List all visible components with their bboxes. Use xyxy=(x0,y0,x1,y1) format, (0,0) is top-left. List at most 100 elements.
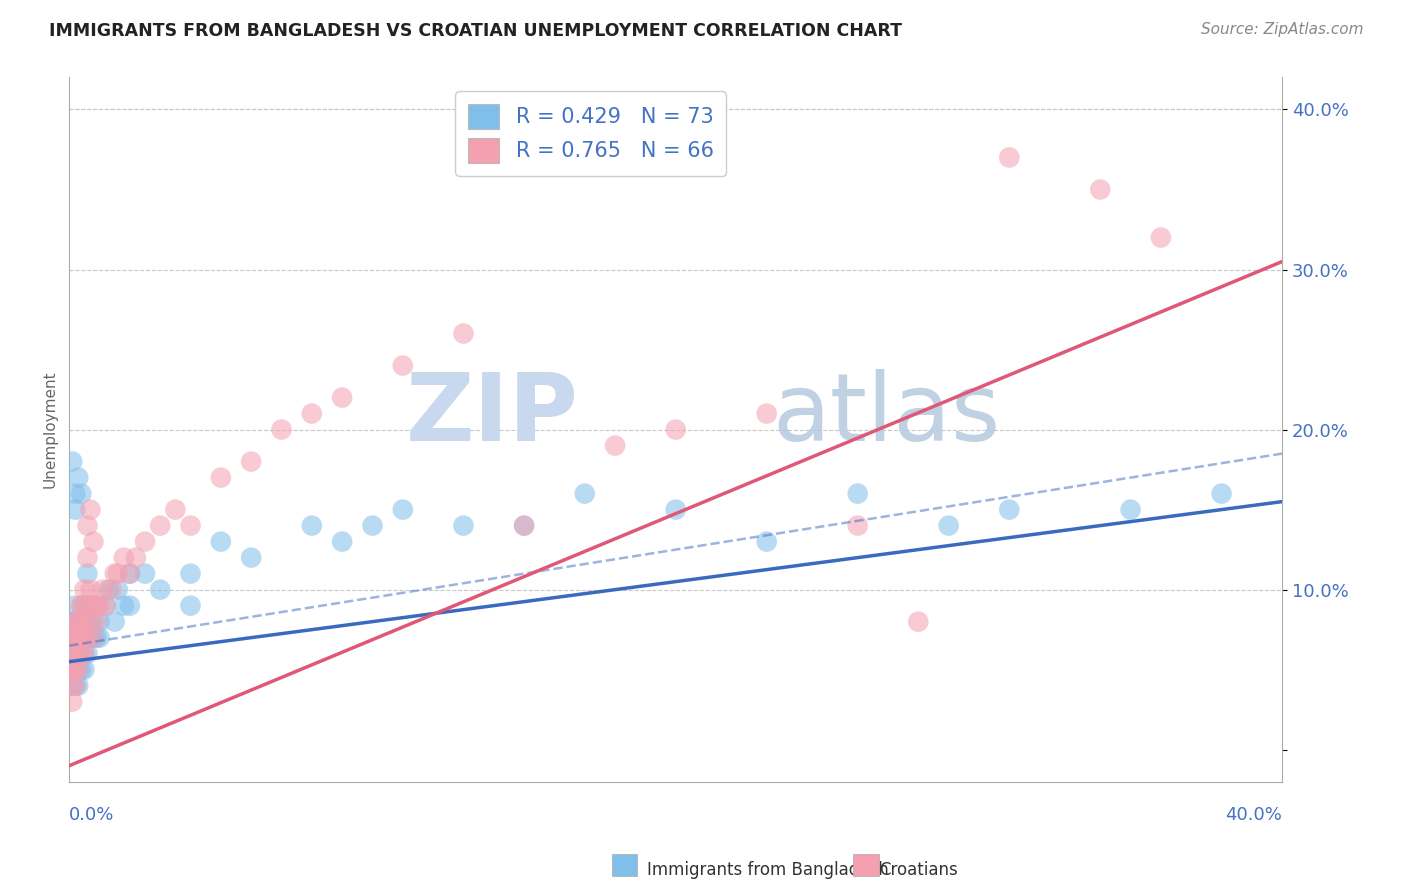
Point xyxy=(60,647,83,661)
Point xyxy=(94,599,117,613)
Point xyxy=(453,518,475,533)
Point xyxy=(107,566,129,581)
Point xyxy=(125,550,148,565)
Point xyxy=(73,647,96,661)
Legend: R = 0.429   N = 73, R = 0.765   N = 66: R = 0.429 N = 73, R = 0.765 N = 66 xyxy=(456,91,727,176)
Text: Source: ZipAtlas.com: Source: ZipAtlas.com xyxy=(1201,22,1364,37)
Point xyxy=(361,518,384,533)
Point xyxy=(70,631,93,645)
Point xyxy=(67,647,90,661)
Point xyxy=(65,631,87,645)
Point xyxy=(240,550,263,565)
Point xyxy=(76,566,98,581)
Point xyxy=(60,631,83,645)
Point xyxy=(86,615,108,629)
Point xyxy=(118,566,141,581)
Point xyxy=(82,615,104,629)
Point xyxy=(70,647,93,661)
Point xyxy=(180,518,202,533)
Point xyxy=(70,599,93,613)
Point xyxy=(82,599,104,613)
Point xyxy=(755,534,778,549)
Point xyxy=(67,470,90,484)
Point xyxy=(149,582,172,597)
Point xyxy=(67,631,90,645)
Point xyxy=(846,486,869,500)
Point xyxy=(97,582,120,597)
Point xyxy=(938,518,960,533)
Point xyxy=(67,615,90,629)
Point xyxy=(107,582,129,597)
Point xyxy=(846,518,869,533)
Point xyxy=(1150,230,1173,244)
Point xyxy=(134,534,156,549)
Point xyxy=(65,679,87,693)
Point xyxy=(67,615,90,629)
Point xyxy=(91,582,114,597)
Point xyxy=(104,566,127,581)
Point xyxy=(513,518,536,533)
Point xyxy=(73,631,96,645)
Text: 40.0%: 40.0% xyxy=(1226,806,1282,824)
Point xyxy=(60,663,83,677)
Point xyxy=(76,615,98,629)
Point xyxy=(89,615,111,629)
Point xyxy=(100,582,122,597)
Point xyxy=(60,647,83,661)
Point xyxy=(65,663,87,677)
Point xyxy=(65,502,87,516)
Point xyxy=(67,631,90,645)
Point xyxy=(79,599,101,613)
Point xyxy=(82,534,104,549)
Point xyxy=(73,663,96,677)
Point xyxy=(79,502,101,516)
Point xyxy=(89,631,111,645)
Point xyxy=(76,550,98,565)
Text: Croatians: Croatians xyxy=(879,861,957,879)
Point xyxy=(665,502,688,516)
Point xyxy=(60,663,83,677)
Point xyxy=(330,534,353,549)
Point xyxy=(70,599,93,613)
Point xyxy=(73,615,96,629)
Point xyxy=(70,647,93,661)
Point xyxy=(73,599,96,613)
Point xyxy=(70,486,93,500)
Point xyxy=(82,631,104,645)
Point xyxy=(73,599,96,613)
Point xyxy=(79,615,101,629)
Point xyxy=(73,647,96,661)
Point xyxy=(65,599,87,613)
Bar xyxy=(612,855,637,876)
Point xyxy=(209,534,232,549)
Point xyxy=(1090,182,1112,196)
Point xyxy=(76,518,98,533)
Point xyxy=(60,695,83,709)
Point xyxy=(73,615,96,629)
Point xyxy=(180,599,202,613)
Point xyxy=(76,631,98,645)
Bar xyxy=(853,855,879,876)
Point xyxy=(65,615,87,629)
Point xyxy=(134,566,156,581)
Point xyxy=(165,502,187,516)
Point xyxy=(330,391,353,405)
Point xyxy=(67,663,90,677)
Point xyxy=(76,631,98,645)
Point xyxy=(65,647,87,661)
Point xyxy=(180,566,202,581)
Point xyxy=(73,631,96,645)
Point xyxy=(82,631,104,645)
Point xyxy=(67,647,90,661)
Point xyxy=(76,599,98,613)
Point xyxy=(603,439,626,453)
Point xyxy=(70,663,93,677)
Text: 0.0%: 0.0% xyxy=(69,806,115,824)
Point xyxy=(65,615,87,629)
Point xyxy=(112,599,135,613)
Point xyxy=(665,423,688,437)
Point xyxy=(79,631,101,645)
Point xyxy=(67,679,90,693)
Point xyxy=(79,615,101,629)
Point xyxy=(1211,486,1233,500)
